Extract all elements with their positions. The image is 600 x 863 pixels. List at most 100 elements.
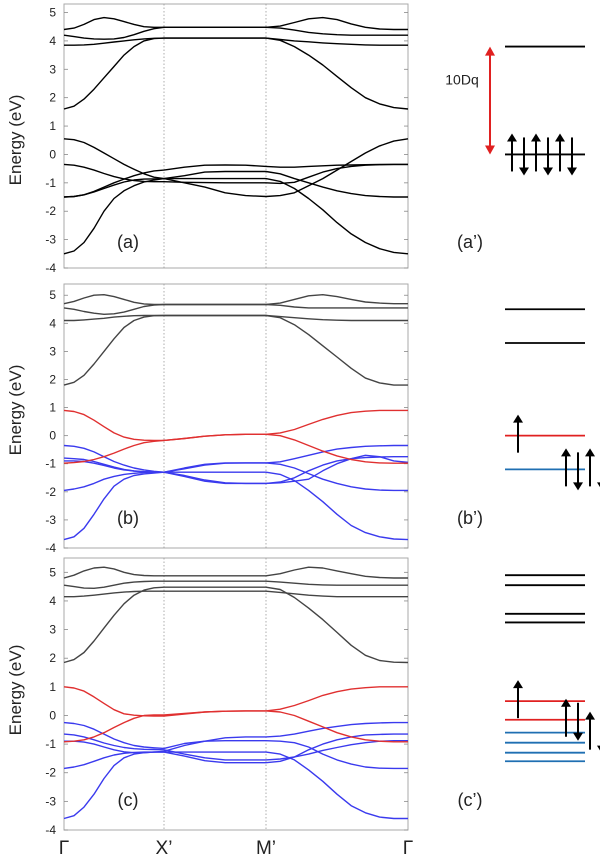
band-line-6 [63,37,409,110]
y-tick-label: -3 [45,233,56,247]
band-line-1 [63,751,408,820]
spin-arrow-down-head [597,745,600,751]
y-tick-label: 1 [49,401,56,415]
y-tick-label: -4 [45,823,56,837]
spin-arrow-down-head [567,167,577,176]
spin-arrow-down-head [573,482,583,491]
spin-arrow-up-head [513,414,523,423]
level-diagram-3: (c’) [458,574,600,810]
level-diagram-1: 10Dq (a’) [445,45,585,252]
gap-label: 10Dq [445,71,478,87]
y-tick-label: 3 [49,62,56,76]
y-tick-label: 4 [49,34,56,48]
plot-frame [63,557,409,831]
kpoint-label-m-prime: M’ [256,838,276,859]
k-point-axis: Γ X’ M’ Γ [59,838,413,859]
panel-label: (c) [118,790,139,810]
band-panel-1: -4 -3 -2 -1 0 1 2 3 4 5 Energy (eV) (a) [6,3,409,275]
band-line-9 [64,314,408,322]
y-tick-label: -4 [45,261,56,275]
y-tick-label: 2 [49,372,56,386]
y-tick-label: -3 [45,513,56,527]
band-line-1 [63,471,409,541]
band-line-8 [63,314,408,386]
band-line-11 [63,566,408,579]
band-line-4 [63,721,408,770]
y-tick-label: 4 [49,316,56,330]
level-diagram-label: (c’) [458,790,483,810]
band-line-8 [63,586,409,664]
kpoint-label-gamma-end: Γ [403,838,413,859]
band-line-2 [63,733,408,770]
level-diagram-label: (a’) [457,232,483,252]
y-tick-label: 2 [49,91,56,105]
band-panel-3: -4 -3 -2 -1 0 1 2 3 4 5 Energy (eV) (c) [6,557,409,837]
spin-arrow-down-head [597,482,600,488]
panel-label: (a) [117,232,139,252]
y-tick-label: -2 [45,485,56,499]
band-line-6 [63,409,408,464]
spin-arrow-up-head [561,448,571,457]
y-tick-label: 3 [49,623,56,637]
gap-arrow-head-top [485,46,495,56]
level-diagram-2: (b’) [457,308,600,528]
band-line-5 [64,444,408,473]
kpoint-label-gamma-start: Γ [59,838,69,859]
spin-arrow-down-head [543,167,553,176]
spin-arrow-up-head [561,698,571,707]
y-tick-label: -3 [45,794,56,808]
spin-arrow-down-head [573,732,583,741]
y-tick-label: 1 [49,680,56,694]
band-panel-2: -4 -3 -2 -1 0 1 2 3 4 5 Energy (eV) (b) [6,283,409,555]
band-line-1 [63,177,409,255]
y-tick-label: -2 [45,766,56,780]
band-line-2 [63,170,408,198]
band-line-4 [63,163,408,198]
spin-arrow-up-head [531,133,541,142]
y-axis-label: Energy (eV) [6,95,25,186]
y-tick-label: 0 [49,429,56,443]
y-tick-label: 0 [49,708,56,722]
plot-frame [63,283,409,549]
band-line-7 [63,409,408,464]
y-tick-label: 1 [49,119,56,133]
y-tick-label: 5 [49,565,56,579]
spin-arrow-up-head [555,133,565,142]
y-tick-label: -1 [45,737,56,751]
band-line-3 [63,454,409,485]
band-line-9 [64,590,408,598]
band-line-9 [63,16,408,31]
spin-arrow-down-head [519,167,529,176]
band-line-7 [63,686,408,743]
band-line-3 [63,163,408,185]
band-line-5 [64,721,408,754]
band-line-7 [64,37,408,46]
band-line-5 [63,138,409,198]
y-tick-label: 3 [49,344,56,358]
y-tick-label: -1 [45,457,56,471]
kpoint-label-x-prime: X’ [156,838,173,859]
y-tick-label: 5 [49,6,56,20]
y-axis-label: Energy (eV) [6,645,25,736]
gap-arrow-head-bottom [485,145,495,155]
y-tick-label: 0 [49,147,56,161]
spin-arrow-up-head [585,448,595,457]
y-axis-label: Energy (eV) [6,365,25,456]
y-tick-label: 5 [49,288,56,302]
y-tick-label: -4 [45,541,56,555]
band-line-3 [63,733,408,761]
plot-frame [63,3,409,269]
y-tick-label: 4 [49,594,56,608]
band-line-6 [63,686,408,743]
band-line-10 [63,580,408,589]
y-tick-label: -1 [45,176,56,190]
spin-arrow-up-head [507,133,517,142]
band-line-10 [63,303,408,315]
panel-label: (b) [117,508,139,528]
band-line-11 [63,294,408,306]
y-tick-label: -2 [45,204,56,218]
y-tick-label: 2 [49,651,56,665]
spin-arrow-up-head [513,680,523,689]
spin-arrow-up-head [585,711,595,720]
